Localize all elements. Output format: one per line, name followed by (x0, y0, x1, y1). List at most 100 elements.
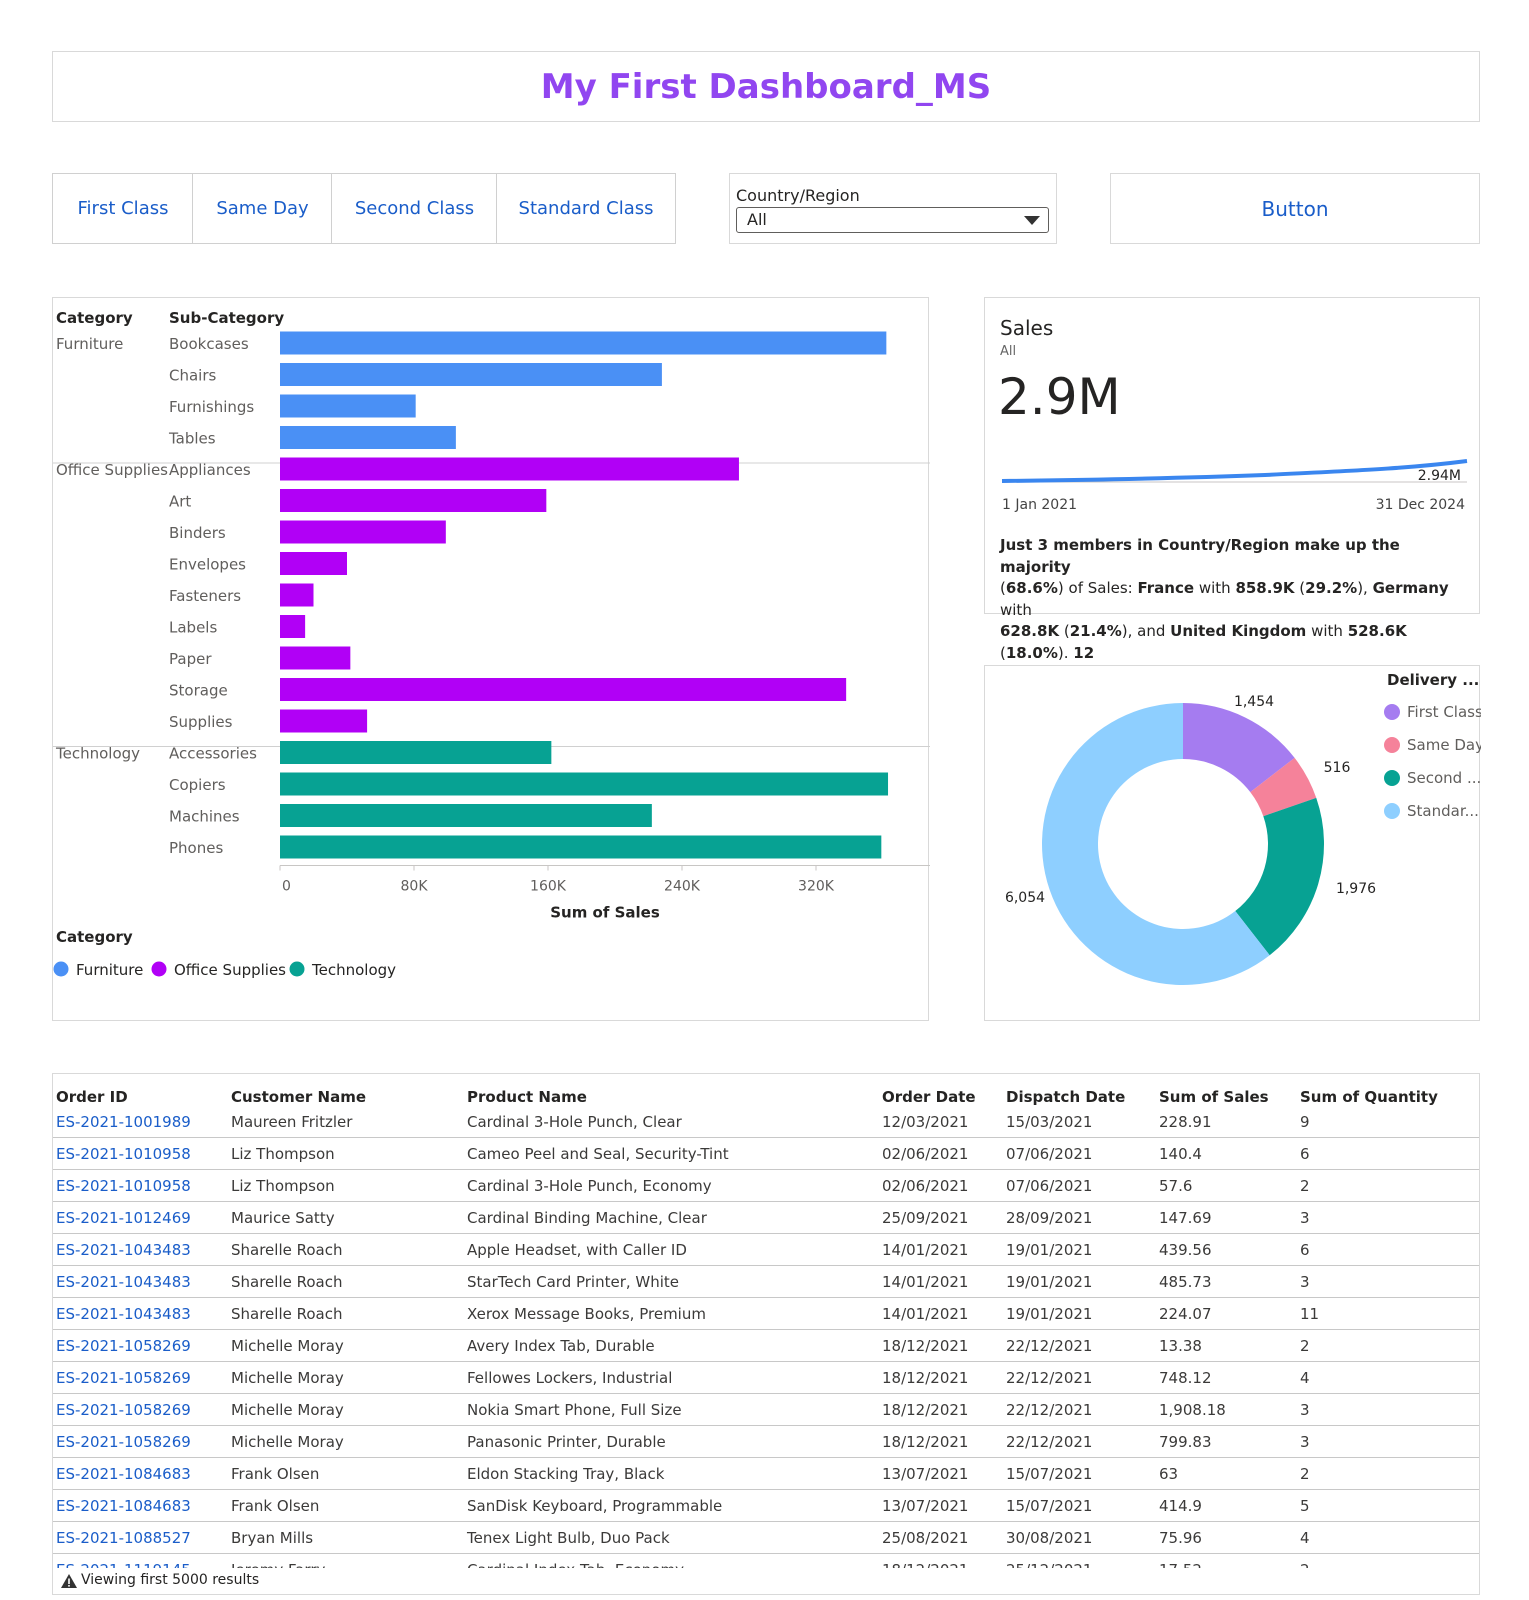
order-id-link[interactable]: ES-2021-1058269 (53, 1393, 228, 1426)
table-row[interactable]: ES-2021-1043483 Sharelle Roach Apple Heads… (53, 1233, 1479, 1266)
table-cell: Sharelle Roach (228, 1297, 464, 1330)
table-cell: 224.07 (1156, 1297, 1297, 1330)
orders-table: Order ID Customer Name Product Name Order D… (52, 1073, 1480, 1595)
column-header[interactable]: Product Name (467, 1088, 587, 1106)
table-cell: 140.4 (1156, 1137, 1297, 1170)
donut-legend-label: Same Day (1407, 736, 1481, 754)
donut-data-label: 1,976 (1336, 881, 1376, 897)
table-row[interactable]: ES-2021-1058269 Michelle Moray Fellowes Lo… (53, 1361, 1479, 1394)
action-button[interactable]: Button (1110, 173, 1480, 244)
legend-title: Category (56, 928, 133, 946)
column-header[interactable]: Order Date (882, 1088, 976, 1106)
slicer-second-class-button[interactable]: Second Class (331, 173, 498, 244)
donut-legend-swatch (1384, 704, 1400, 720)
order-id-link[interactable]: ES-2021-1010958 (53, 1137, 228, 1170)
chevron-down-icon (1024, 216, 1040, 225)
subcategory-label: Labels (169, 619, 217, 637)
table-cell: 12/03/2021 (879, 1106, 1003, 1138)
bar (280, 583, 314, 607)
table-cell: 14/01/2021 (879, 1233, 1003, 1266)
table-cell: Nokia Smart Phone, Full Size (464, 1393, 879, 1426)
table-cell: 485.73 (1156, 1265, 1297, 1298)
column-header[interactable]: Dispatch Date (1006, 1088, 1126, 1106)
table-cell: Frank Olsen (228, 1489, 464, 1522)
bar (280, 678, 847, 701)
table-cell: 18/12/2021 (879, 1329, 1003, 1362)
order-id-link[interactable]: ES-2021-1043483 (53, 1233, 228, 1266)
bar (280, 552, 347, 575)
country-region-label: Country/Region (736, 186, 860, 205)
dashboard-title: My First Dashboard_MS (540, 66, 992, 107)
slicer-standard-class-button[interactable]: Standard Class (496, 173, 676, 244)
x-tick-label: 320K (798, 879, 835, 895)
bar (280, 741, 552, 764)
order-id-link[interactable]: ES-2021-1058269 (53, 1361, 228, 1394)
subcategory-label: Machines (169, 808, 240, 826)
table-cell: 15/07/2021 (1003, 1457, 1156, 1490)
table-row[interactable]: ES-2021-1088527 Bryan Mills Tenex Light Bu… (53, 1521, 1479, 1554)
table-row[interactable]: ES-2021-1084683 Frank Olsen SanDisk Keyboa… (53, 1489, 1479, 1522)
kpi-start-date: 1 Jan 2021 (1002, 497, 1078, 513)
table-cell: 19/01/2021 (1003, 1297, 1156, 1330)
subcategory-label: Binders (169, 524, 226, 542)
order-id-link[interactable]: ES-2021-1043483 (53, 1265, 228, 1298)
column-header[interactable]: Sum of Sales (1159, 1088, 1269, 1106)
kpi-end-label: 2.94M (1417, 468, 1461, 484)
table-cell: 57.6 (1156, 1169, 1297, 1202)
table-cell: 748.12 (1156, 1361, 1297, 1394)
table-row[interactable]: ES-2021-1001989 Maureen Fritzler Cardinal … (53, 1106, 1479, 1138)
order-id-link[interactable]: ES-2021-1058269 (53, 1329, 228, 1362)
table-row[interactable]: ES-2021-1010958 Liz Thompson Cameo Peel an… (53, 1137, 1479, 1170)
table-cell: SanDisk Keyboard, Programmable (464, 1489, 879, 1522)
table-row[interactable]: ES-2021-1084683 Frank Olsen Eldon Stacking… (53, 1457, 1479, 1490)
order-id-link[interactable]: ES-2021-1058269 (53, 1425, 228, 1458)
country-region-dropdown[interactable]: All (736, 207, 1049, 233)
table-row[interactable]: ES-2021-1058269 Michelle Moray Avery Index… (53, 1329, 1479, 1362)
orders-table-grid: Order ID Customer Name Product Name Order D… (53, 1074, 1479, 1586)
order-id-link[interactable]: ES-2021-1001989 (53, 1106, 228, 1138)
table-cell: 228.91 (1156, 1106, 1297, 1138)
table-row[interactable]: ES-2021-1012469 Maurice Satty Cardinal Bin… (53, 1201, 1479, 1234)
table-cell: 07/06/2021 (1003, 1169, 1156, 1202)
order-id-link[interactable]: ES-2021-1010958 (53, 1169, 228, 1202)
table-cell: 18/12/2021 (879, 1425, 1003, 1458)
table-row[interactable]: ES-2021-1058269 Michelle Moray Panasonic P… (53, 1425, 1479, 1458)
table-cell: 5 (1297, 1489, 1479, 1522)
table-cell: Liz Thompson (228, 1137, 464, 1170)
slicer-first-class-button[interactable]: First Class (52, 173, 194, 244)
donut-legend-label: Second ... (1407, 769, 1481, 787)
legend-swatch (53, 961, 69, 977)
donut-data-label: 516 (1324, 760, 1351, 776)
legend-swatch (151, 961, 167, 977)
subcategory-label: Furnishings (169, 398, 254, 416)
table-cell: Cardinal 3-Hole Punch, Economy (464, 1169, 879, 1202)
table-cell: 147.69 (1156, 1201, 1297, 1234)
table-cell: 799.83 (1156, 1425, 1297, 1458)
column-header[interactable]: Customer Name (231, 1088, 366, 1106)
table-row[interactable]: ES-2021-1043483 Sharelle Roach StarTech Ca… (53, 1265, 1479, 1298)
column-header[interactable]: Sum of Quantity (1300, 1088, 1438, 1106)
table-cell: 75.96 (1156, 1521, 1297, 1554)
table-row[interactable]: ES-2021-1058269 Michelle Moray Nokia Smart… (53, 1393, 1479, 1426)
table-header-row: Order ID Customer Name Product Name Order D… (53, 1074, 1479, 1106)
x-axis-title: Sum of Sales (550, 904, 660, 922)
x-tick-label: 0 (282, 879, 291, 895)
order-id-link[interactable]: ES-2021-1084683 (53, 1457, 228, 1490)
warning-icon (61, 1574, 77, 1588)
table-cell: 3 (1297, 1393, 1479, 1426)
donut-slice (1183, 703, 1295, 793)
order-id-link[interactable]: ES-2021-1084683 (53, 1489, 228, 1522)
kpi-end-date: 31 Dec 2024 (1375, 497, 1465, 513)
kpi-title: Sales (1000, 316, 1054, 340)
table-row[interactable]: ES-2021-1010958 Liz Thompson Cardinal 3-Ho… (53, 1169, 1479, 1202)
order-id-link[interactable]: ES-2021-1012469 (53, 1201, 228, 1234)
country-region-slicer: Country/Region All (729, 173, 1057, 244)
table-cell: 15/03/2021 (1003, 1106, 1156, 1138)
slicer-same-day-button[interactable]: Same Day (192, 173, 333, 244)
column-header[interactable]: Order ID (56, 1088, 128, 1106)
order-id-link[interactable]: ES-2021-1088527 (53, 1521, 228, 1554)
order-id-link[interactable]: ES-2021-1043483 (53, 1297, 228, 1330)
delivery-donut-chart: 1,454 516 1,976 6,054 Delivery ... First Clas… (984, 665, 1481, 1021)
bar (280, 804, 652, 827)
table-row[interactable]: ES-2021-1043483 Sharelle Roach Xerox Messa… (53, 1297, 1479, 1330)
